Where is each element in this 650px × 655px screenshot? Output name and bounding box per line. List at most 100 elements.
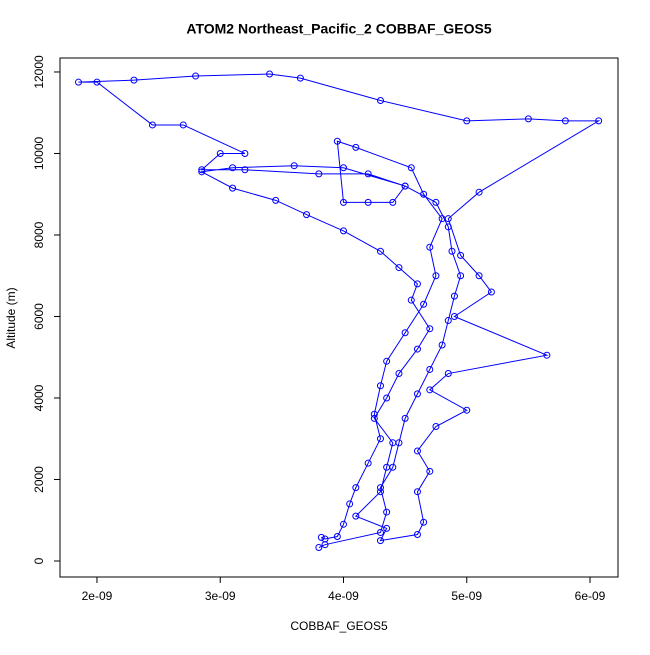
point bbox=[413, 530, 421, 538]
point bbox=[426, 243, 434, 251]
point bbox=[352, 484, 360, 492]
y-tick-label: 2000 bbox=[32, 466, 46, 493]
point bbox=[407, 164, 415, 172]
point bbox=[420, 190, 428, 198]
point bbox=[426, 386, 434, 394]
point bbox=[413, 345, 421, 353]
point bbox=[383, 508, 391, 516]
point bbox=[333, 533, 341, 541]
point bbox=[364, 170, 372, 178]
point bbox=[376, 382, 384, 390]
point bbox=[352, 512, 360, 520]
point bbox=[457, 251, 465, 259]
point bbox=[376, 537, 384, 545]
point bbox=[420, 518, 428, 526]
point bbox=[241, 149, 249, 157]
point bbox=[407, 296, 415, 304]
point bbox=[432, 423, 440, 431]
point bbox=[395, 370, 403, 378]
point bbox=[383, 394, 391, 402]
x-tick-label: 4e-09 bbox=[328, 589, 359, 603]
point bbox=[426, 365, 434, 373]
point bbox=[444, 223, 452, 231]
point bbox=[389, 198, 397, 206]
point bbox=[457, 272, 465, 280]
point bbox=[395, 264, 403, 272]
point bbox=[148, 121, 156, 129]
point bbox=[383, 357, 391, 365]
point bbox=[296, 74, 304, 82]
point bbox=[192, 72, 200, 80]
point bbox=[413, 280, 421, 288]
point bbox=[463, 117, 471, 125]
point bbox=[339, 164, 347, 172]
point bbox=[389, 439, 397, 447]
point bbox=[370, 414, 378, 422]
point bbox=[370, 410, 378, 418]
point bbox=[413, 488, 421, 496]
point bbox=[321, 535, 329, 543]
point bbox=[315, 544, 323, 552]
point bbox=[376, 484, 384, 492]
point bbox=[543, 351, 551, 359]
point bbox=[401, 329, 409, 337]
point bbox=[413, 390, 421, 398]
point bbox=[426, 325, 434, 333]
point bbox=[444, 317, 452, 325]
point bbox=[376, 97, 384, 105]
y-tick-label: 10000 bbox=[32, 136, 46, 170]
point bbox=[524, 115, 532, 123]
point bbox=[401, 414, 409, 422]
y-tick-label: 12000 bbox=[32, 55, 46, 89]
point bbox=[339, 520, 347, 528]
point bbox=[352, 143, 360, 151]
point bbox=[198, 168, 206, 176]
point bbox=[450, 312, 458, 320]
point bbox=[413, 447, 421, 455]
point bbox=[266, 70, 274, 78]
point bbox=[229, 164, 237, 172]
point bbox=[376, 528, 384, 536]
point bbox=[376, 488, 384, 496]
point bbox=[595, 117, 603, 125]
point bbox=[130, 76, 138, 84]
x-tick-label: 3e-09 bbox=[205, 589, 236, 603]
point bbox=[420, 300, 428, 308]
x-tick-label: 6e-09 bbox=[575, 589, 606, 603]
point bbox=[93, 78, 101, 86]
point bbox=[333, 137, 341, 145]
point bbox=[432, 272, 440, 280]
point bbox=[438, 215, 446, 223]
point bbox=[339, 198, 347, 206]
y-tick-label: 8000 bbox=[32, 221, 46, 248]
chart-title: ATOM2 Northeast_Pacific_2 COBBAF_GEOS5 bbox=[186, 21, 491, 37]
point bbox=[272, 196, 280, 204]
x-axis-label: COBBAF_GEOS5 bbox=[290, 619, 388, 633]
point bbox=[401, 182, 409, 190]
x-tick-label: 5e-09 bbox=[451, 589, 482, 603]
series-line bbox=[78, 73, 601, 548]
point bbox=[346, 500, 354, 508]
point bbox=[198, 166, 206, 174]
point bbox=[303, 211, 311, 219]
point bbox=[561, 117, 569, 125]
point bbox=[475, 272, 483, 280]
y-tick-label: 0 bbox=[32, 557, 46, 564]
point bbox=[376, 435, 384, 443]
point bbox=[179, 121, 187, 129]
point bbox=[216, 149, 224, 157]
point bbox=[364, 459, 372, 467]
point bbox=[364, 198, 372, 206]
point bbox=[444, 370, 452, 378]
point bbox=[438, 341, 446, 349]
point bbox=[376, 247, 384, 255]
y-axis-label: Altitude (m) bbox=[4, 287, 18, 348]
point bbox=[487, 288, 495, 296]
point bbox=[339, 227, 347, 235]
point bbox=[74, 78, 82, 86]
y-tick-label: 6000 bbox=[32, 303, 46, 330]
point bbox=[315, 170, 323, 178]
point bbox=[241, 166, 249, 174]
point bbox=[317, 533, 325, 541]
